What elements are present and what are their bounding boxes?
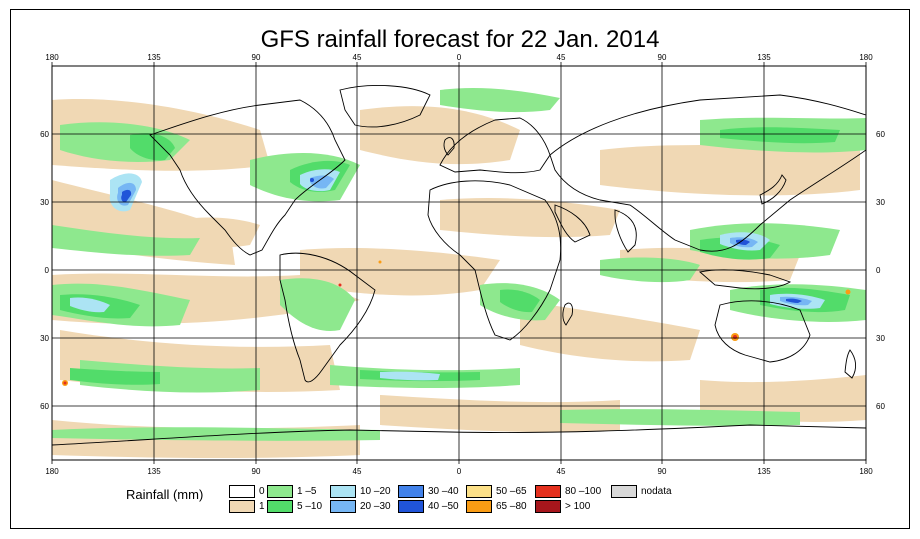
lon-label: 135 bbox=[147, 467, 161, 476]
lon-label: 135 bbox=[757, 467, 771, 476]
legend-label-5: 20 –30 bbox=[360, 501, 391, 512]
legend-swatch-7 bbox=[398, 500, 424, 513]
legend-label-7: 40 –50 bbox=[428, 501, 459, 512]
lat-label: 30 bbox=[40, 334, 49, 343]
lat-label: 0 bbox=[876, 266, 881, 275]
legend-label-8: 50 –65 bbox=[496, 486, 527, 497]
rain-extreme-spots bbox=[62, 260, 851, 386]
legend-label-12: nodata bbox=[641, 486, 672, 497]
lon-label: 90 bbox=[658, 53, 667, 62]
coast-uk bbox=[443, 137, 455, 156]
lon-label: 45 bbox=[353, 467, 362, 476]
rainfall-field bbox=[52, 87, 866, 459]
coast-greenland bbox=[339, 84, 431, 128]
legend-label-0: 0 bbox=[259, 486, 265, 497]
legend-label-1: 1 bbox=[259, 501, 265, 512]
legend-swatch-4 bbox=[330, 485, 356, 498]
legend-label-2: 1 –5 bbox=[297, 486, 317, 497]
coast-south-america bbox=[279, 252, 376, 383]
lat-labels-left: 60 30 0 30 60 bbox=[40, 130, 49, 411]
lon-labels-bottom: 180 135 90 45 0 45 90 135 180 bbox=[45, 467, 873, 476]
lon-label: 180 bbox=[45, 53, 59, 62]
coast-japan bbox=[759, 174, 787, 205]
coast-madagascar bbox=[562, 302, 573, 326]
lat-label: 0 bbox=[45, 266, 50, 275]
lon-label: 0 bbox=[457, 53, 462, 62]
rain-class-30-50mm bbox=[121, 178, 802, 303]
legend-swatch-2 bbox=[267, 485, 293, 498]
lon-label: 90 bbox=[658, 467, 667, 476]
legend-label-6: 30 –40 bbox=[428, 486, 459, 497]
lat-label: 60 bbox=[40, 402, 49, 411]
lon-label: 135 bbox=[757, 53, 771, 62]
coast-arabia bbox=[554, 204, 591, 243]
lon-label: 180 bbox=[859, 467, 873, 476]
legend-label-11: > 100 bbox=[565, 501, 591, 512]
legend-swatch-3 bbox=[267, 500, 293, 513]
coast-europe bbox=[439, 117, 551, 174]
lat-labels-right: 60 30 0 30 60 bbox=[876, 130, 885, 411]
coast-asia bbox=[549, 94, 866, 252]
lat-label: 30 bbox=[876, 334, 885, 343]
legend-swatch-9 bbox=[466, 500, 492, 513]
coast-australia bbox=[714, 300, 811, 363]
legend-label-3: 5 –10 bbox=[297, 501, 323, 512]
legend-swatch-1 bbox=[229, 500, 255, 513]
legend-title: Rainfall (mm) bbox=[126, 487, 204, 502]
lat-label: 60 bbox=[876, 402, 885, 411]
lat-label: 30 bbox=[40, 198, 49, 207]
coast-north-america bbox=[149, 99, 346, 256]
lon-labels-top: 180 135 90 45 0 45 90 135 180 bbox=[45, 53, 873, 62]
coast-africa bbox=[427, 180, 562, 341]
legend-swatch-8 bbox=[466, 485, 492, 498]
lat-label: 30 bbox=[876, 198, 885, 207]
lon-label: 0 bbox=[457, 467, 462, 476]
legend-swatch-10 bbox=[535, 485, 561, 498]
coast-new-zealand bbox=[844, 349, 857, 379]
legend-swatch-6 bbox=[398, 485, 424, 498]
legend-swatch-0 bbox=[229, 485, 255, 498]
graticule bbox=[52, 66, 866, 460]
figure-frame bbox=[10, 9, 910, 529]
lon-label: 180 bbox=[859, 53, 873, 62]
lon-label: 90 bbox=[252, 467, 261, 476]
lon-label: 180 bbox=[45, 467, 59, 476]
coastlines bbox=[52, 84, 866, 446]
coast-india bbox=[614, 209, 637, 253]
legend-label-4: 10 –20 bbox=[360, 486, 391, 497]
legend-label-10: 80 –100 bbox=[565, 486, 602, 497]
lon-label: 90 bbox=[252, 53, 261, 62]
legend-swatch-12 bbox=[611, 485, 637, 498]
coast-antarctica bbox=[52, 424, 866, 446]
tick-marks bbox=[51, 62, 867, 464]
legend-swatch-11 bbox=[535, 500, 561, 513]
lon-label: 135 bbox=[147, 53, 161, 62]
legend-label-9: 65 –80 bbox=[496, 501, 527, 512]
lat-label: 60 bbox=[40, 130, 49, 139]
lat-label: 60 bbox=[876, 130, 885, 139]
lon-label: 45 bbox=[353, 53, 362, 62]
lon-label: 45 bbox=[557, 53, 566, 62]
legend-swatch-5 bbox=[330, 500, 356, 513]
lon-label: 45 bbox=[557, 467, 566, 476]
map-title: GFS rainfall forecast for 22 Jan. 2014 bbox=[260, 26, 660, 53]
